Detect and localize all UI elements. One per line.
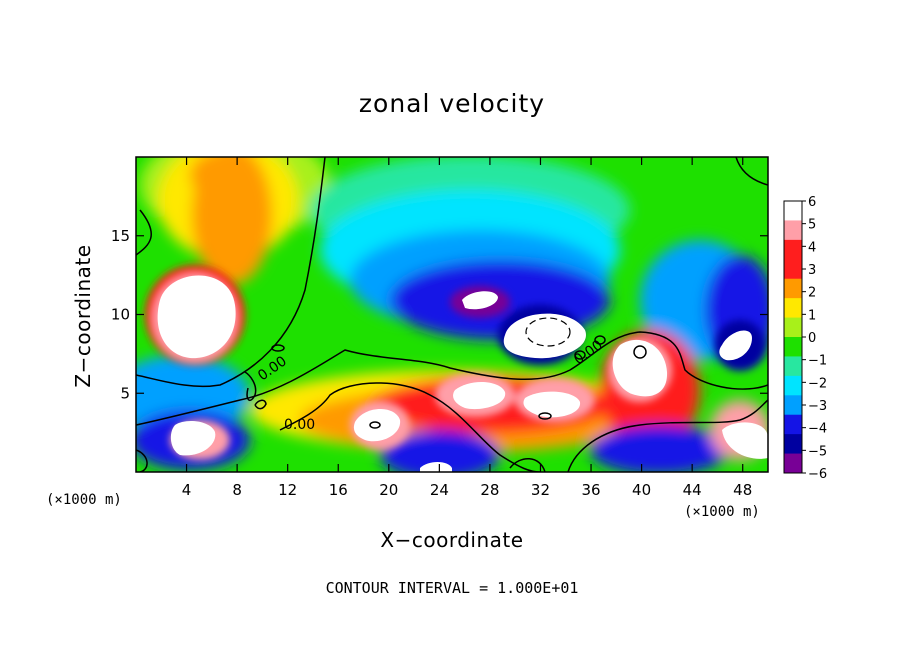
- colorbar-tick-label: 5: [808, 218, 816, 233]
- x-tick-label: 16: [329, 481, 348, 499]
- colorbar-band: [784, 434, 802, 455]
- zero-contours: [136, 157, 768, 472]
- heatmap-field: [136, 157, 768, 472]
- colorbar-tick-label: 6: [808, 195, 816, 210]
- x-tick-label: 48: [733, 481, 752, 499]
- colorbar-tick-label: 4: [808, 240, 816, 255]
- x-tick-label: 44: [683, 481, 702, 499]
- colorbar-band: [784, 317, 802, 338]
- negative-contours: [525, 317, 571, 347]
- colorbar-tick-label: −3: [808, 399, 827, 414]
- colorbar-tick-label: 3: [808, 263, 816, 278]
- x-tick-label: 8: [232, 481, 242, 499]
- positive-core: [722, 422, 768, 459]
- positive-core: [170, 420, 216, 456]
- positive-core: [453, 381, 506, 410]
- colorbar-band: [784, 278, 802, 299]
- colorbar-band: [784, 220, 802, 241]
- x-tick-label: 28: [480, 481, 499, 499]
- colorbar-tick-label: 0: [808, 331, 816, 346]
- contour-label: 0.00: [284, 417, 315, 433]
- positive-core: [719, 330, 752, 361]
- colorbar-band: [784, 201, 802, 221]
- colorbar-tick-label: −5: [808, 444, 827, 459]
- x-tick-label: 40: [632, 481, 651, 499]
- colorbar-tick-label: −4: [808, 422, 827, 437]
- colorbar-band: [784, 337, 802, 357]
- colorbar-tick-label: 2: [808, 286, 816, 301]
- x-tick-label: 4: [182, 481, 192, 499]
- positive-core: [503, 313, 586, 359]
- x-unit-right: (×1000 m): [684, 504, 760, 520]
- x-tick-label: 32: [531, 481, 550, 499]
- y-tick-label: 10: [111, 306, 130, 324]
- colorbar-band: [784, 414, 802, 435]
- y-axis-label: Z−coordinate: [71, 244, 95, 387]
- positive-core: [462, 291, 498, 310]
- x-tick-label: 24: [430, 481, 449, 499]
- x-tick-label: 12: [278, 481, 297, 499]
- colorbar-band: [784, 453, 802, 474]
- x-tick-label: 36: [581, 481, 600, 499]
- colorbar-band: [784, 375, 802, 396]
- colorbar-tick-label: −2: [808, 376, 827, 391]
- positive-core: [523, 391, 581, 418]
- colorbar-band: [784, 298, 802, 319]
- positive-core: [420, 462, 452, 472]
- positive-core: [353, 408, 401, 442]
- y-tick-label: 15: [111, 227, 130, 245]
- x-tick-label: 20: [379, 481, 398, 499]
- x-unit-left: (×1000 m): [46, 492, 122, 508]
- x-axis-ticks: 4 8 12 16 20 24 28 32 36 40 44 48: [182, 157, 752, 499]
- y-axis-ticks: 5 10 15: [111, 227, 768, 402]
- colorbar-band: [784, 356, 802, 377]
- colorbar-band: [784, 239, 802, 260]
- colorbar: 6 5 4 3 2 1 0 −1 −2 −3 −4 −5 −6: [783, 195, 827, 482]
- x-axis-label: X−coordinate: [380, 528, 523, 552]
- y-tick-label: 5: [120, 384, 130, 402]
- colorbar-tick-label: −6: [808, 467, 827, 482]
- colorbar-band: [784, 259, 802, 280]
- positive-core: [157, 275, 236, 359]
- positive-core: [612, 339, 668, 397]
- colorbar-tick-label: −1: [808, 354, 827, 369]
- colorbar-tick-label: 1: [808, 308, 816, 323]
- contour-interval-note: CONTOUR INTERVAL = 1.000E+01: [326, 579, 579, 597]
- colorbar-band: [784, 395, 802, 416]
- chart-title: zonal velocity: [359, 89, 545, 118]
